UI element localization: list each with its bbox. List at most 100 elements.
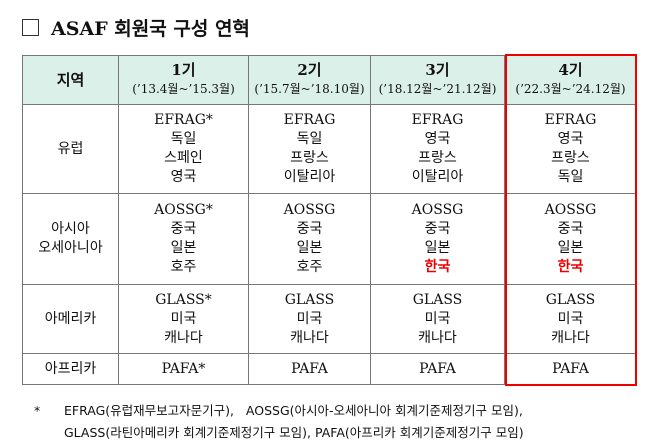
- cell-line: 아시아: [51, 221, 90, 237]
- cell-line: 아메리카: [44, 310, 97, 327]
- header-cell: 3기 (’18.12월~’21.12월): [370, 55, 505, 105]
- cell-line: 캐나다: [164, 329, 203, 346]
- header-cell: 2기 (’15.7월~’18.10월): [248, 55, 371, 105]
- cell-line: (’15.7월~’18.10월): [254, 82, 365, 96]
- table-cell: 아메리카: [22, 284, 119, 354]
- cell-line: 미국: [170, 310, 197, 327]
- cell-line: GLASS: [412, 291, 463, 308]
- cell-line: 1기: [171, 61, 196, 79]
- cell-line: 일본: [557, 240, 584, 256]
- cell-line: 일본: [296, 240, 323, 256]
- cell-line: 프랑스: [290, 150, 329, 166]
- checkbox-icon: [22, 19, 39, 36]
- cell-line: PAFA: [419, 360, 456, 377]
- table: 지역 1기 (’13.4월~’15.3월) 2기 (’15.7월~’18.10월) 3기 (…: [22, 55, 637, 385]
- table-row: 아프리카 PAFA* PAFA PAFA PAFA: [22, 353, 637, 385]
- cell-line: PAFA*: [161, 360, 206, 377]
- footnote-marker: *: [34, 403, 41, 418]
- table-cell: GLASS 미국 캐나다: [504, 284, 637, 354]
- cell-line: 프랑스: [551, 150, 590, 166]
- cell-line: 유럽: [57, 140, 84, 157]
- cell-line: PAFA: [552, 360, 589, 377]
- cell-line: 중국: [170, 221, 197, 237]
- cell-line: 한국: [424, 259, 451, 275]
- cell-line: EFRAG: [544, 112, 597, 128]
- cell-line: 영국: [170, 169, 197, 185]
- footnote: * EFRAG(유럽재무보고자문기구), AOSSG(아시아-오세아니아 회계기준…: [34, 400, 524, 444]
- table-cell: PAFA: [248, 353, 371, 385]
- footnote-line: GLASS(라틴아메리카 회계기준제정기구 모임), PAFA(아프리카 회계기…: [64, 425, 524, 440]
- footnote-line: EFRAG(유럽재무보고자문기구), AOSSG(아시아-오세아니아 회계기준제…: [64, 403, 523, 418]
- cell-line: 캐나다: [290, 329, 329, 346]
- cell-line: 프랑스: [418, 150, 457, 166]
- cell-line: 영국: [557, 131, 584, 147]
- cell-line: 캐나다: [551, 329, 590, 346]
- header-row: 지역 1기 (’13.4월~’15.3월) 2기 (’15.7월~’18.10월) 3기 (…: [22, 55, 637, 105]
- cell-line: 아프리카: [44, 360, 97, 377]
- table-cell: 유럽: [22, 104, 119, 194]
- cell-line: 미국: [296, 310, 323, 327]
- cell-line: AOSSG: [283, 202, 336, 218]
- cell-line: AOSSG*: [154, 202, 213, 218]
- cell-line: 미국: [424, 310, 451, 327]
- cell-line: 이탈리아: [411, 169, 464, 185]
- cell-line: 이탈리아: [283, 169, 336, 185]
- cell-line: (’22.3월~’24.12월): [515, 82, 626, 96]
- cell-line: AOSSG: [411, 202, 464, 218]
- cell-line: 3기: [425, 61, 450, 79]
- cell-line: GLASS*: [155, 291, 212, 308]
- cell-line: 독일: [557, 169, 584, 185]
- cell-line: 한국: [557, 259, 584, 275]
- cell-line: 영국: [424, 131, 451, 147]
- cell-line: (’18.12월~’21.12월): [378, 82, 497, 96]
- table-cell: PAFA: [370, 353, 505, 385]
- cell-line: 호주: [296, 259, 323, 275]
- cell-line: AOSSG: [544, 202, 597, 218]
- cell-line: 중국: [424, 221, 451, 237]
- cell-line: 중국: [557, 221, 584, 237]
- cell-line: 2기: [297, 61, 322, 79]
- cell-line: 4기: [558, 61, 583, 79]
- cell-line: 지역: [56, 70, 85, 89]
- table-cell: 아프리카: [22, 353, 119, 385]
- header-cell: 지역: [22, 55, 119, 105]
- cell-line: 독일: [170, 131, 197, 147]
- cell-line: 호주: [170, 259, 197, 275]
- cell-line: 오세아니아: [38, 240, 103, 256]
- table-row: 유럽 EFRAG* 독일 스페인 영국 EFRAG 독일 프랑스 이탈리아 EFRAG 영국 프랑스 이…: [22, 104, 637, 194]
- cell-line: EFRAG: [283, 112, 336, 128]
- table-cell: PAFA*: [118, 353, 249, 385]
- table-cell: PAFA: [504, 353, 637, 385]
- cell-line: 중국: [296, 221, 323, 237]
- cell-line: 독일: [296, 131, 323, 147]
- header-cell: 1기 (’13.4월~’15.3월): [118, 55, 249, 105]
- header-cell: 4기 (’22.3월~’24.12월): [504, 55, 637, 105]
- cell-line: PAFA: [291, 360, 328, 377]
- cell-line: EFRAG*: [154, 112, 213, 128]
- title: ASAF 회원국 구성 연혁: [22, 14, 250, 41]
- cell-line: 미국: [557, 310, 584, 327]
- cell-line: GLASS: [284, 291, 335, 308]
- cell-line: 일본: [170, 240, 197, 256]
- title-text: ASAF 회원국 구성 연혁: [51, 18, 250, 40]
- cell-line: EFRAG: [411, 112, 464, 128]
- cell-line: 일본: [424, 240, 451, 256]
- cell-line: (’13.4월~’15.3월): [132, 82, 235, 96]
- cell-line: 스페인: [164, 150, 203, 166]
- table-row: 아메리카 GLASS* 미국 캐나다 GLASS 미국 캐나다 GLASS 미국 캐나다 GLASS…: [22, 284, 637, 354]
- cell-line: 캐나다: [418, 329, 457, 346]
